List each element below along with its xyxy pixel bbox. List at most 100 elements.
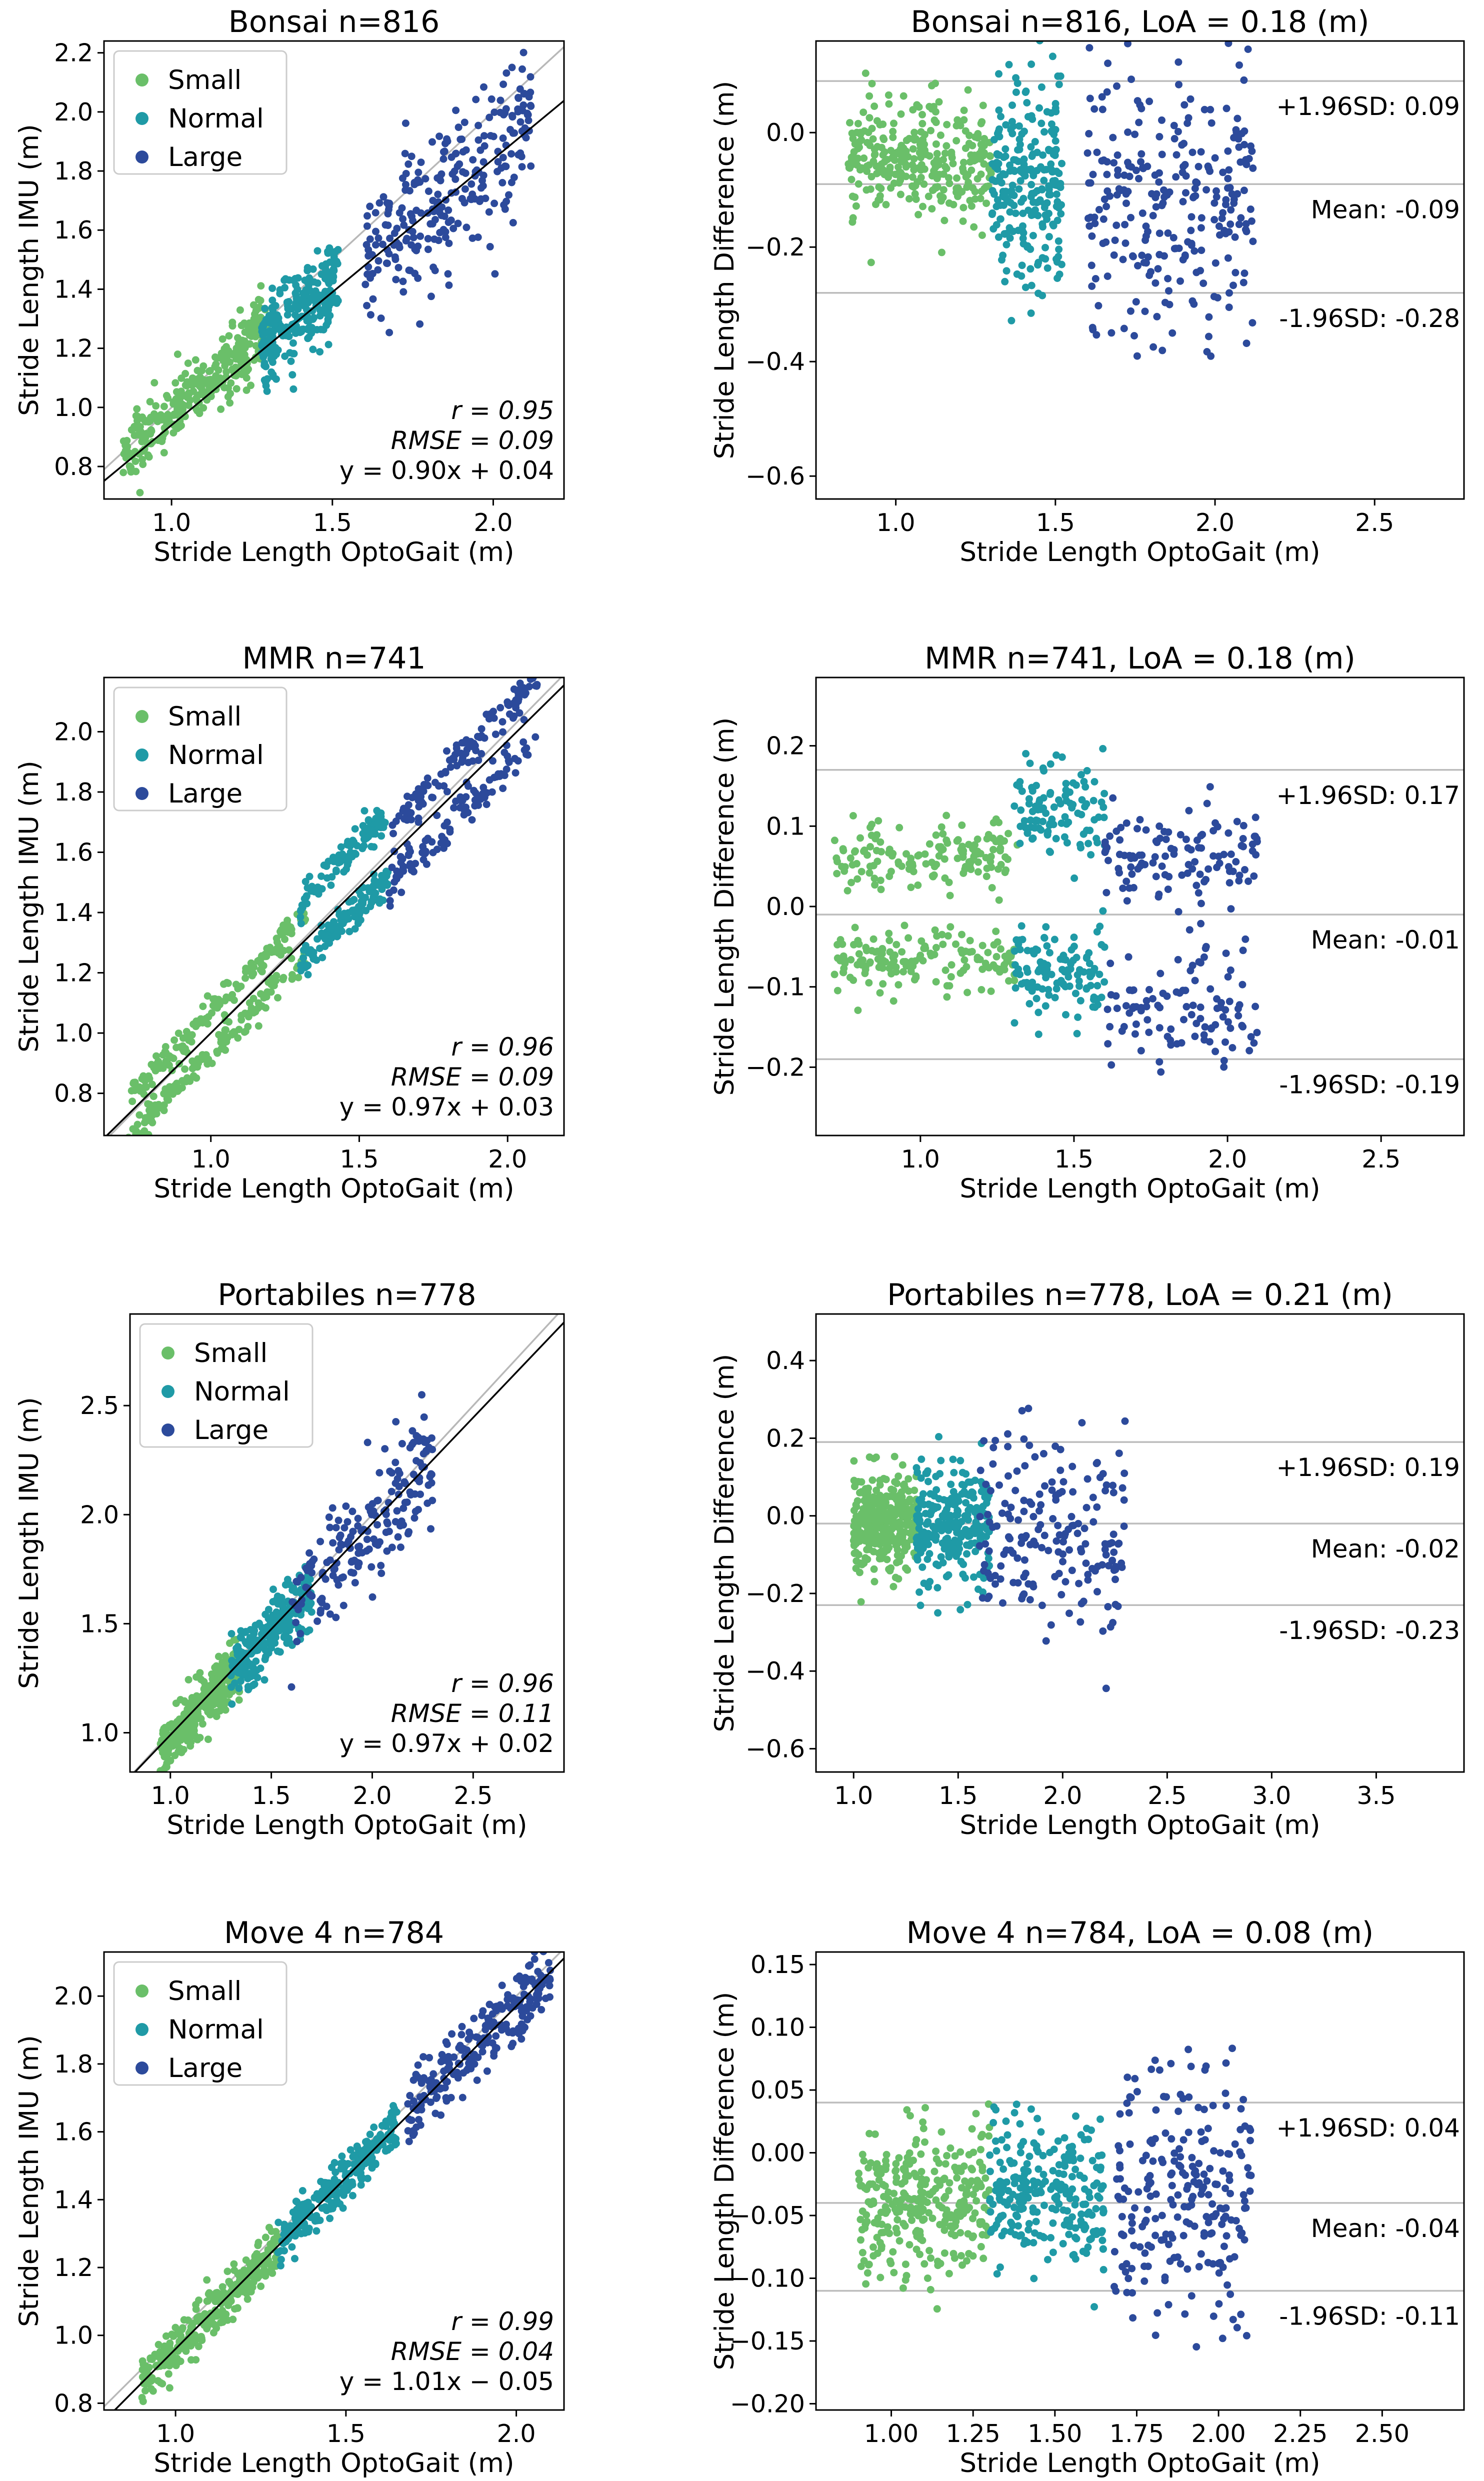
data-point: [998, 179, 1006, 187]
data-point: [928, 872, 936, 880]
data-point: [1141, 308, 1149, 316]
plot-area: [104, 46, 564, 496]
data-point: [1200, 953, 1208, 961]
y-tick-label: 2.0: [54, 98, 93, 126]
data-point: [1089, 170, 1097, 178]
chart-panel-1: 1.0 1.5 2.00.81.01.21.41.61.82.02.2Bonsai …: [14, 4, 565, 568]
data-point: [989, 1460, 997, 1468]
data-point: [279, 1603, 287, 1611]
data-point: [924, 1467, 932, 1475]
data-point: [1119, 884, 1127, 892]
data-point: [520, 90, 528, 98]
data-point: [1187, 846, 1195, 854]
data-point: [414, 796, 422, 804]
legend-marker: [136, 74, 148, 86]
data-point: [1122, 878, 1130, 886]
data-point: [248, 972, 256, 980]
data-point: [496, 704, 504, 712]
data-point: [1058, 753, 1066, 761]
data-point: [1027, 309, 1035, 317]
data-point: [1026, 816, 1034, 824]
data-point: [852, 1501, 860, 1509]
data-point: [894, 1546, 902, 1554]
data-point: [1238, 980, 1246, 988]
data-point: [496, 96, 504, 104]
data-point: [926, 950, 934, 958]
y-tick-label: 2.5: [80, 1392, 119, 1420]
data-point: [1134, 824, 1141, 832]
data-point: [1016, 822, 1024, 830]
data-point: [1226, 289, 1233, 297]
data-point: [1006, 224, 1014, 232]
legend-label: Large: [168, 778, 242, 809]
y-axis-label: Stride Length Difference (m): [710, 1354, 740, 1732]
data-point: [1100, 978, 1108, 986]
data-point: [254, 1022, 262, 1030]
data-point: [474, 234, 482, 241]
data-point: [1141, 860, 1149, 868]
data-point: [429, 848, 437, 856]
data-point: [169, 1734, 177, 1742]
fit-line: [134, 1321, 564, 1772]
data-point: [1104, 1006, 1112, 1014]
data-point: [1112, 1576, 1119, 1584]
data-point: [1162, 852, 1170, 860]
data-point: [1004, 856, 1012, 864]
data-point: [371, 830, 379, 838]
data-point: [1242, 226, 1250, 234]
data-point: [328, 925, 336, 933]
data-point: [848, 218, 856, 226]
data-point: [987, 988, 995, 995]
data-point: [879, 980, 887, 988]
data-point: [1040, 934, 1048, 942]
data-point: [1002, 152, 1010, 160]
data-point: [1156, 230, 1164, 238]
data-point: [1084, 1570, 1092, 1578]
data-point: [152, 402, 160, 410]
data-point: [933, 156, 941, 164]
data-point: [1213, 1004, 1221, 1012]
data-point: [392, 872, 400, 880]
data-point: [222, 993, 230, 1001]
data-point: [396, 1544, 404, 1551]
data-point: [1016, 840, 1024, 848]
data-point: [297, 920, 305, 928]
plot-area: [816, 41, 1464, 360]
data-point: [1073, 1030, 1081, 1038]
data-point: [921, 942, 929, 950]
data-point: [294, 286, 302, 294]
data-point: [864, 1514, 872, 1522]
data-point: [457, 750, 465, 758]
data-point: [1061, 813, 1069, 821]
data-point: [1144, 1016, 1152, 1024]
data-point: [1127, 863, 1135, 871]
data-point: [1042, 1002, 1050, 1010]
data-point: [1224, 184, 1232, 192]
data-point: [268, 352, 276, 360]
y-tick-label: −0.4: [746, 1657, 805, 1686]
data-point: [902, 163, 910, 171]
data-point: [898, 948, 906, 956]
data-point: [307, 1599, 315, 1607]
data-point: [1122, 819, 1130, 827]
data-point: [898, 1488, 906, 1496]
data-point: [278, 1594, 286, 1602]
data-point: [1184, 870, 1192, 877]
data-point: [382, 259, 390, 267]
data-point: [917, 1474, 925, 1482]
data-point: [939, 1558, 947, 1566]
data-point: [1197, 832, 1205, 840]
data-point: [373, 806, 381, 814]
data-point: [1104, 187, 1112, 195]
data-point: [1135, 174, 1142, 182]
data-point: [303, 962, 311, 970]
data-point: [932, 1486, 940, 1494]
data-point: [1014, 80, 1022, 88]
chart-title: Bonsai n=816: [228, 4, 440, 40]
x-tick-label: 1.5: [252, 1782, 291, 1810]
data-point: [360, 807, 368, 815]
data-point: [293, 1638, 301, 1646]
legend-label: Large: [194, 1415, 268, 1446]
data-point: [880, 136, 888, 144]
data-point: [1049, 1515, 1057, 1522]
